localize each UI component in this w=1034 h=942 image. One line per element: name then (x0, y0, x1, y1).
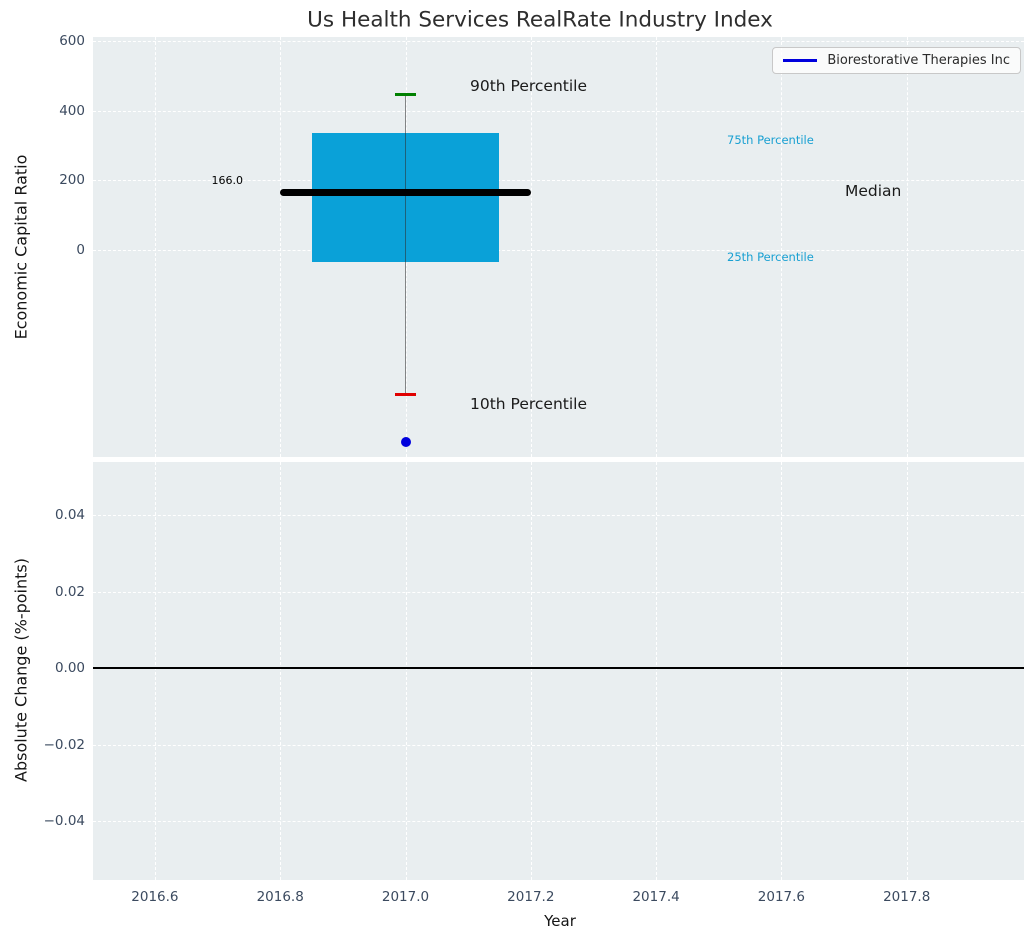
annotation-median: Median (845, 182, 902, 200)
gridline-horizontal (93, 744, 1024, 746)
chart-title: Us Health Services RealRate Industry Ind… (307, 7, 773, 33)
median-line (280, 188, 531, 196)
x-axis-label-year: Year (544, 912, 576, 930)
gridline-vertical (154, 37, 156, 457)
gridline-vertical (405, 462, 407, 880)
annotation-90th-percentile: 90th Percentile (470, 77, 588, 95)
y-tick-label: 200 (59, 172, 85, 189)
gridline-horizontal (93, 180, 1024, 182)
y-tick-label: 0.04 (54, 507, 85, 523)
gridline-vertical (280, 37, 282, 457)
bottom-plot-area (93, 462, 1024, 880)
cap-10th-percentile (395, 393, 416, 397)
whisker (404, 94, 407, 395)
x-tick-label: 2017.2 (507, 889, 555, 905)
gridline-horizontal (93, 821, 1024, 822)
y-axis-label-absolute-change: Absolute Change (%-points) (11, 558, 31, 782)
annotation-25th-percentile: 25th Percentile (727, 250, 814, 264)
x-tick-label: 2017.8 (883, 889, 931, 905)
legend: Biorestorative Therapies Inc (772, 47, 1021, 74)
gridline-horizontal (93, 41, 1024, 42)
gridline-vertical (154, 462, 156, 880)
annotation-75th-percentile: 75th Percentile (727, 133, 814, 147)
gridline-vertical (906, 37, 908, 457)
top-plot-area: 90th Percentile 75th Percentile Median 2… (93, 37, 1024, 457)
y-tick-label: 0.02 (54, 583, 85, 600)
gridline-vertical (280, 462, 282, 880)
x-tick-label: 2017.0 (381, 889, 430, 905)
x-tick-label: 2017.4 (632, 889, 680, 905)
y-tick-label: −0.02 (43, 736, 85, 753)
y-tick-label: −0.04 (43, 813, 85, 829)
gridline-vertical (781, 37, 783, 457)
legend-line-icon (783, 59, 818, 62)
gridline-vertical (656, 462, 658, 880)
y-tick-label: 600 (59, 33, 85, 49)
gridline-horizontal (93, 591, 1024, 593)
gridline-vertical (656, 37, 658, 457)
annotation-10th-percentile: 10th Percentile (470, 395, 588, 413)
gridline-vertical (781, 462, 783, 880)
company-data-point (400, 436, 411, 447)
gridline-vertical (530, 37, 532, 457)
gridline-horizontal (93, 250, 1024, 251)
median-value-label: 166.0 (211, 174, 244, 187)
y-tick-label: 0 (76, 242, 85, 258)
cap-90th-percentile (395, 93, 416, 97)
gridline-horizontal (93, 110, 1024, 112)
gridline-horizontal (93, 515, 1024, 516)
gridline-vertical (906, 462, 908, 880)
x-tick-label: 2016.6 (131, 889, 179, 905)
y-tick-label: 0.00 (54, 660, 85, 676)
x-tick-label: 2016.8 (256, 889, 304, 905)
y-tick-label: 400 (59, 102, 85, 119)
legend-label: Biorestorative Therapies Inc (827, 53, 1010, 68)
x-tick-label: 2017.6 (757, 889, 806, 905)
zero-line (93, 667, 1024, 669)
gridline-vertical (530, 462, 532, 880)
y-axis-label-economic-capital-ratio: Economic Capital Ratio (11, 154, 31, 340)
